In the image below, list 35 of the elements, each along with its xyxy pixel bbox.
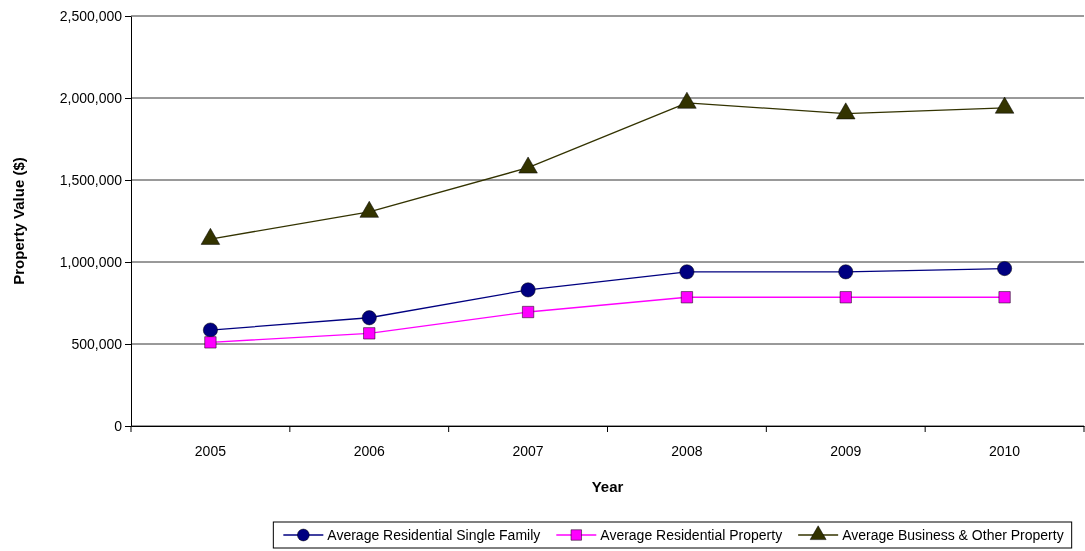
point <box>998 291 1011 304</box>
point <box>997 261 1012 276</box>
point <box>363 327 376 340</box>
legend-label: Average Business & Other Property <box>842 527 1064 543</box>
point <box>995 96 1015 114</box>
x-axis-title: Year <box>591 478 624 495</box>
x-tick-label: 2006 <box>353 442 386 459</box>
y-tick-label: 500,000 <box>71 335 123 352</box>
x-tick-label: 2007 <box>512 442 544 459</box>
point <box>359 200 379 218</box>
legend-label: Average Residential Single Family <box>327 527 541 543</box>
y-tick-label: 0 <box>114 417 123 434</box>
point <box>522 306 535 318</box>
point <box>203 322 218 338</box>
point <box>518 156 538 174</box>
point <box>838 264 854 280</box>
x-tick-label: 2008 <box>671 442 703 459</box>
y-axis-title: Property Value ($) <box>10 157 27 285</box>
point <box>204 336 217 349</box>
x-tick-label: 2010 <box>989 442 1021 459</box>
x-tick-label: 2009 <box>830 442 862 459</box>
point <box>679 264 695 280</box>
y-tick-label: 1,500,000 <box>59 171 123 188</box>
point <box>520 282 536 298</box>
y-tick-label: 2,500,000 <box>59 7 123 24</box>
point <box>200 228 220 245</box>
y-tick-label: 1,000,000 <box>59 253 123 270</box>
legend-label: Average Residential Property <box>600 527 783 543</box>
y-tick-label: 2,000,000 <box>59 89 123 106</box>
point <box>839 291 852 304</box>
point <box>677 91 697 109</box>
x-tick-label: 2005 <box>194 442 227 459</box>
point <box>836 102 856 120</box>
point <box>361 310 377 326</box>
point <box>680 291 693 304</box>
